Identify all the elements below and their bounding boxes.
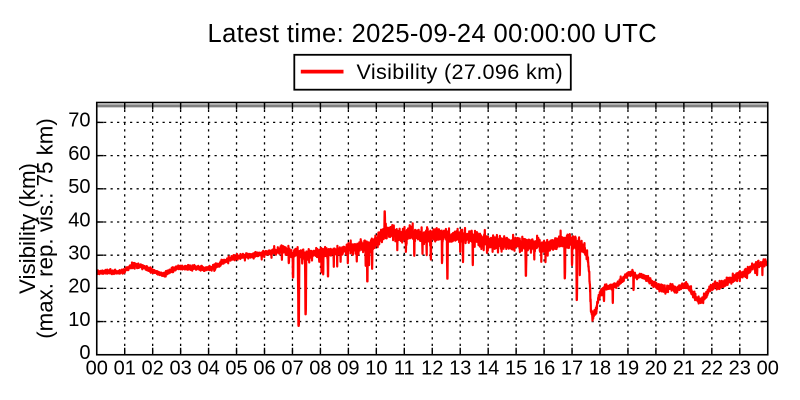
svg-text:23: 23 [729,358,751,380]
svg-text:10: 10 [68,309,90,331]
svg-text:03: 03 [169,358,191,380]
svg-text:Latest time: 2025-09-24 00:00:: Latest time: 2025-09-24 00:00:00 UTC [208,20,658,48]
svg-text:50: 50 [68,176,90,198]
svg-text:16: 16 [533,358,555,380]
svg-text:07: 07 [281,358,303,380]
svg-text:00: 00 [86,358,108,380]
svg-text:Visibility (27.096 km): Visibility (27.096 km) [357,59,564,84]
svg-text:22: 22 [701,358,723,380]
svg-text:09: 09 [337,358,359,380]
svg-text:00: 00 [757,358,779,380]
svg-text:05: 05 [225,358,247,380]
svg-text:02: 02 [142,358,164,380]
svg-text:20: 20 [645,358,667,380]
svg-text:Visibility (km): Visibility (km) [15,163,40,294]
svg-text:12: 12 [421,358,443,380]
svg-text:70: 70 [68,110,90,132]
svg-text:40: 40 [68,209,90,231]
svg-text:17: 17 [561,358,583,380]
svg-text:20: 20 [68,276,90,298]
svg-text:21: 21 [673,358,695,380]
svg-text:08: 08 [309,358,331,380]
svg-text:04: 04 [197,358,219,380]
svg-text:19: 19 [617,358,639,380]
svg-text:18: 18 [589,358,611,380]
svg-text:14: 14 [477,358,499,380]
svg-text:(max. rep. vis.: 75 km): (max. rep. vis.: 75 km) [32,118,57,339]
svg-text:06: 06 [253,358,275,380]
svg-text:11: 11 [394,358,415,380]
svg-text:01: 01 [114,358,136,380]
svg-text:10: 10 [365,358,387,380]
svg-text:13: 13 [449,358,471,380]
svg-text:0: 0 [79,342,90,364]
svg-text:15: 15 [505,358,527,380]
svg-text:30: 30 [68,242,90,264]
svg-text:60: 60 [68,143,90,165]
